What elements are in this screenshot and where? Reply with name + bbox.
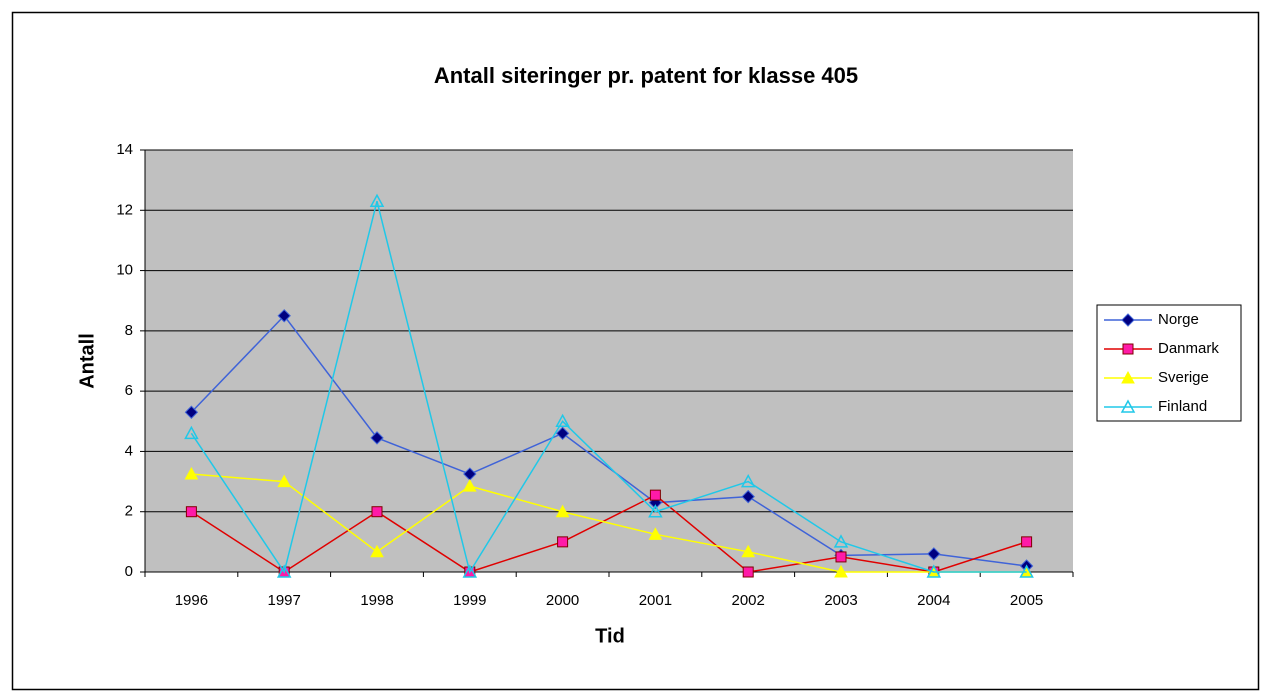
x-tick-label: 1997 [268,592,301,609]
series-line [191,473,1027,573]
marker [462,564,478,578]
marker [184,425,199,440]
marker [834,564,848,578]
marker [557,536,569,548]
marker [927,547,941,561]
marker [371,506,383,518]
marker [833,534,849,548]
y-tick-label: 8 [125,322,133,339]
marker [648,504,663,518]
legend-marker [1120,399,1136,413]
x-tick-label: 2002 [732,592,765,609]
x-tick-label: 2004 [917,592,950,609]
x-tick-label: 1999 [453,592,486,609]
marker [370,431,384,445]
y-tick-label: 4 [125,442,133,459]
marker [555,504,570,518]
marker [742,566,754,578]
marker [741,544,756,558]
x-axis-label: Tid [595,625,625,647]
plot-area [145,150,1073,572]
marker [741,489,755,504]
marker [277,474,292,488]
x-tick-label: 1998 [360,592,393,609]
marker [276,564,292,578]
marker [184,466,199,480]
legend-marker [1121,370,1135,384]
x-tick-label: 2000 [546,592,579,609]
marker [277,309,291,323]
legend-box [1096,304,1242,422]
x-tick-label: 2003 [824,592,857,609]
y-tick-label: 12 [116,201,133,218]
legend-marker [1122,343,1134,355]
chart-title: Antall siteringer pr. patent for klasse … [434,63,858,88]
marker [462,479,477,492]
x-tick-label: 2005 [1010,592,1043,609]
marker [1019,564,1034,578]
marker [740,474,756,488]
marker [649,489,661,501]
y-tick-label: 14 [116,141,133,158]
marker [185,506,197,518]
y-tick-label: 2 [125,503,133,520]
legend-label: Norge [1158,311,1199,328]
marker [926,564,942,578]
marker [184,405,199,419]
legend-label: Finland [1158,398,1207,415]
legend-label: Danmark [1158,340,1219,357]
marker [1021,536,1033,548]
y-tick-label: 10 [116,262,133,279]
marker [370,544,384,558]
y-tick-label: 0 [125,563,133,580]
series-line [190,201,1027,574]
x-tick-label: 2001 [639,592,672,609]
series-line [190,494,1027,573]
marker [555,426,570,441]
y-axis-label: Antall [76,333,98,389]
legend-marker [1121,313,1135,327]
marker [835,551,847,563]
series-line [190,314,1027,567]
marker [648,527,663,540]
marker [648,495,663,510]
legend-label: Sverige [1158,369,1209,386]
x-tick-label: 1996 [175,592,208,609]
marker [555,413,570,428]
marker [369,193,385,207]
y-tick-label: 6 [125,382,133,399]
